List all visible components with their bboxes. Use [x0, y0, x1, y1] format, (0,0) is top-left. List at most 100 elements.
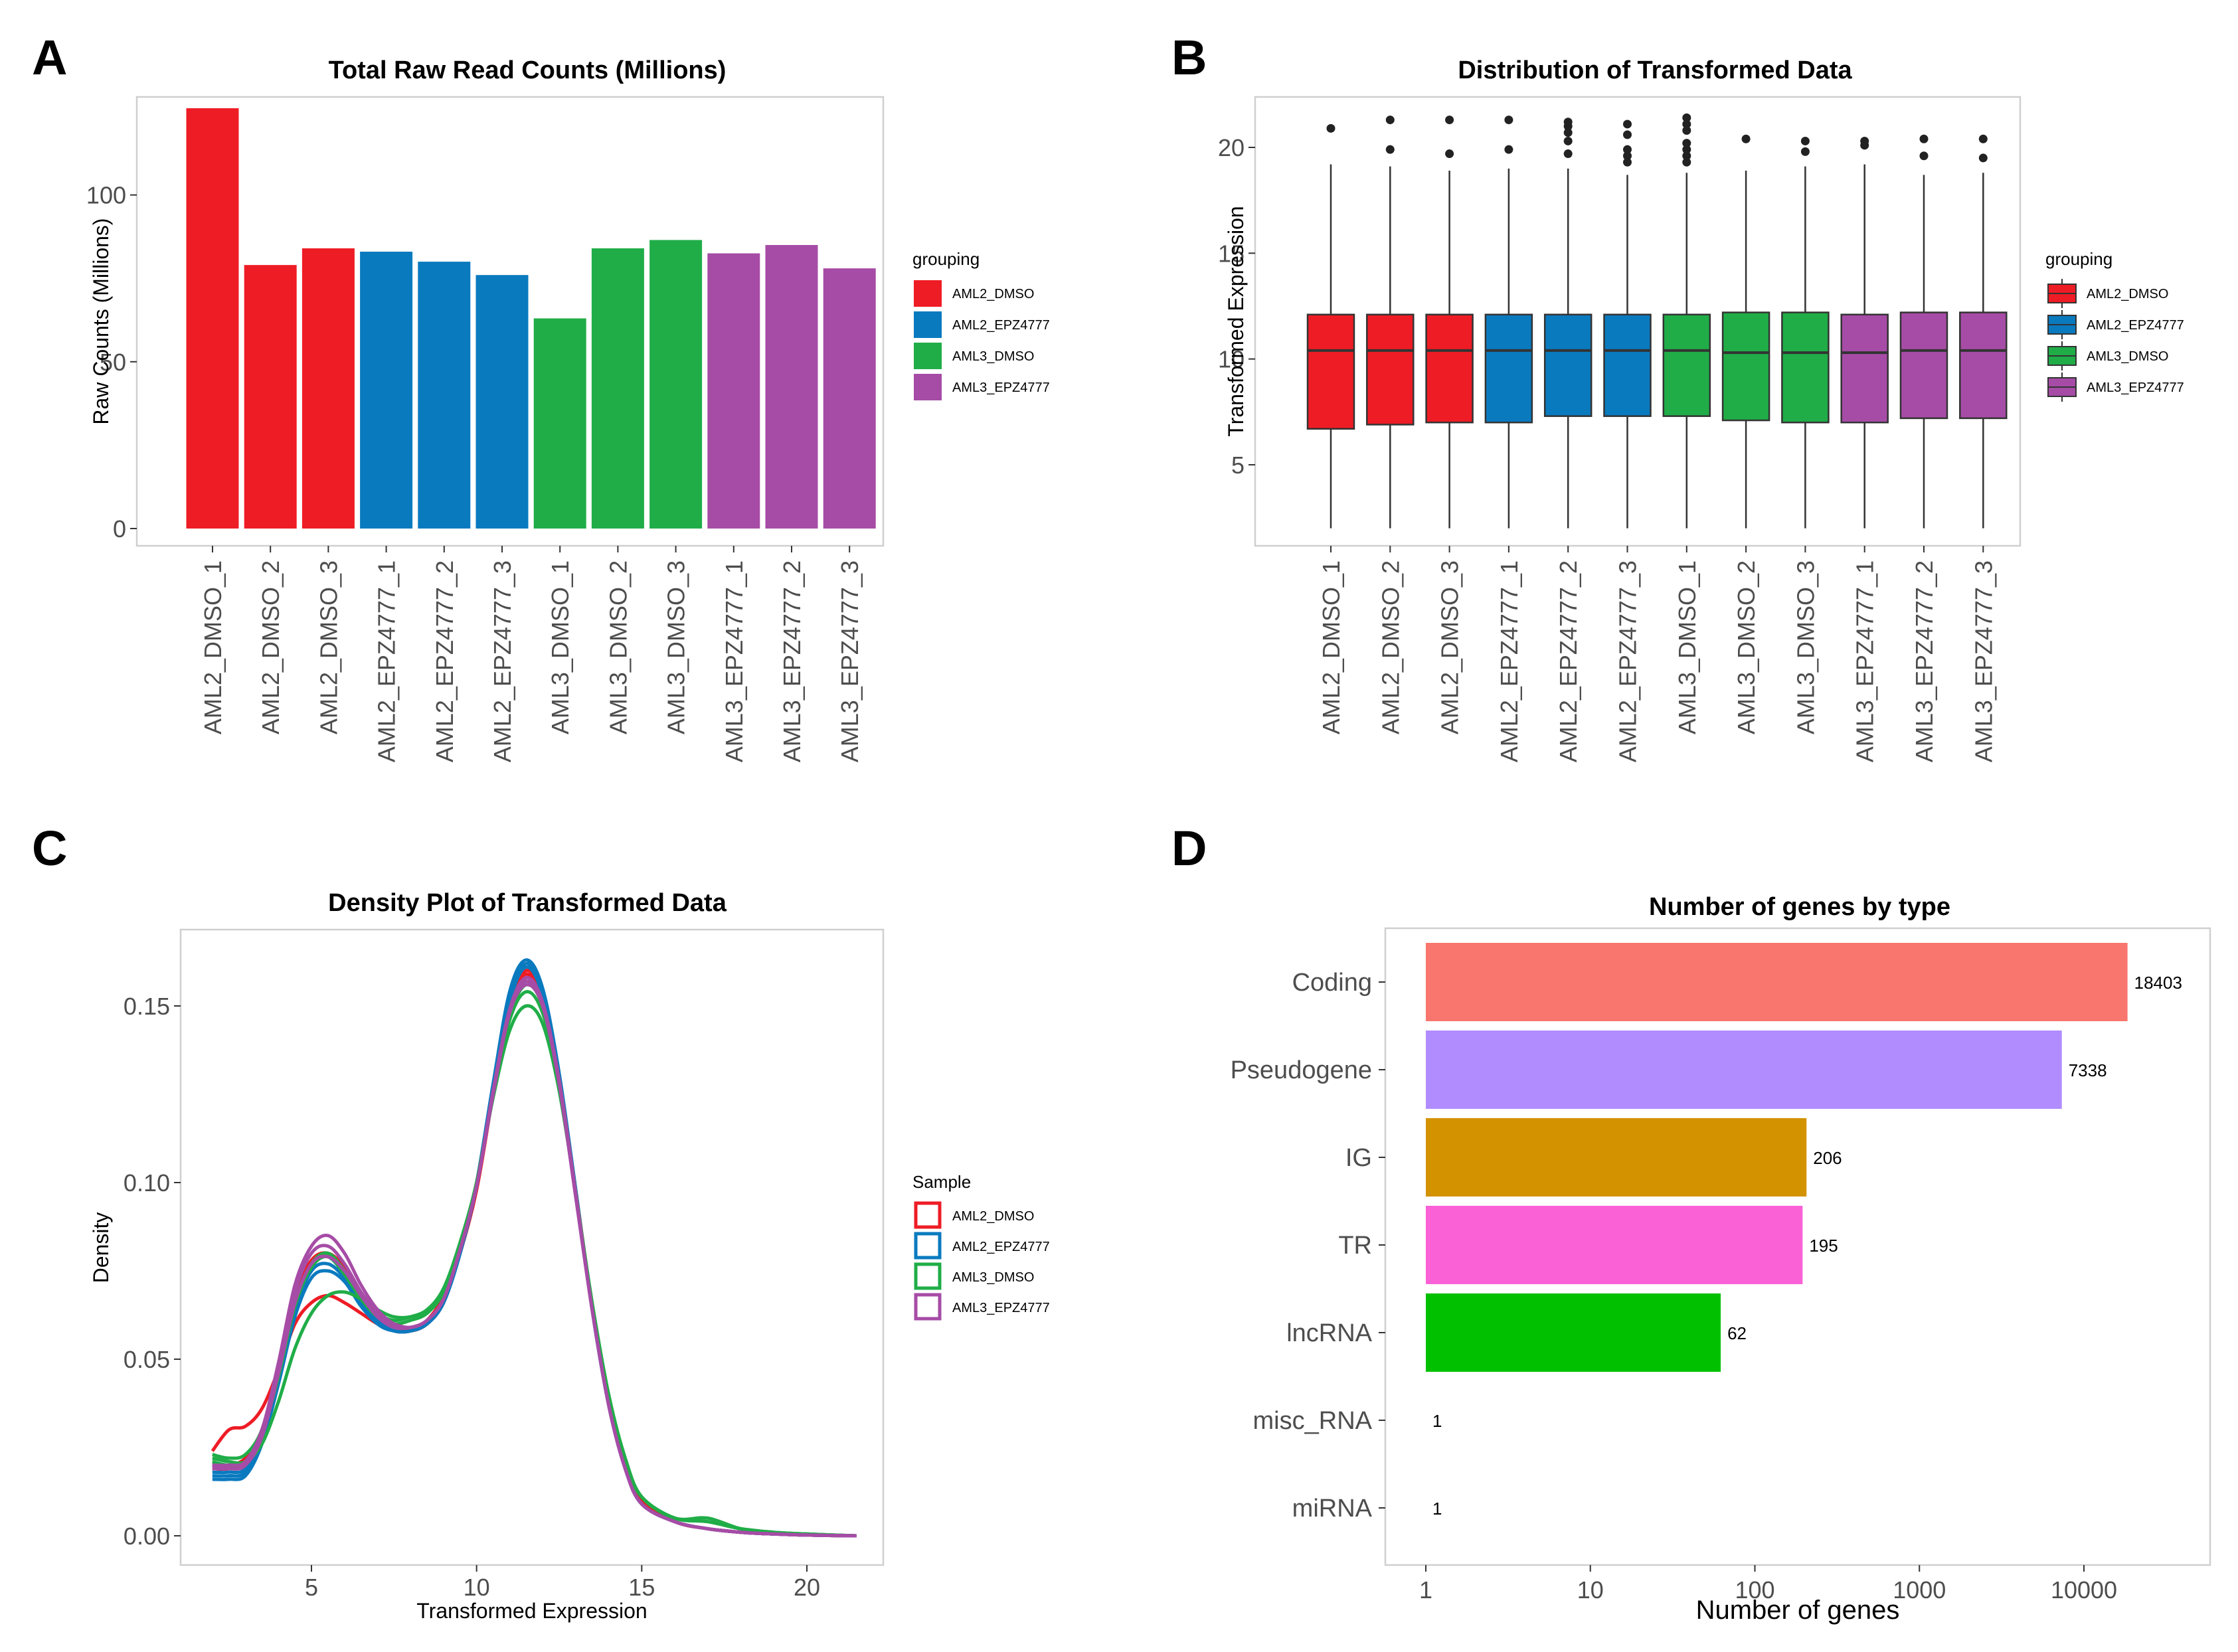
legend-key-c	[914, 1262, 942, 1290]
legend-entry-b: AML3_DMSO	[2087, 349, 2168, 364]
x-tick-label-a: AML2_EPZ4777_2	[431, 560, 458, 762]
outlier-point	[1623, 120, 1632, 129]
category-label-d: TR	[1338, 1232, 1372, 1260]
bar-aml3_epz4777_3	[823, 268, 876, 529]
bars-d: 18403 7338 206 195 62 1 1	[1426, 943, 2182, 1547]
panel-label-b: B	[1171, 30, 1207, 85]
outlier-point	[1919, 151, 1929, 161]
bar-value-label-d: 206	[1813, 1148, 1842, 1168]
legend-entry-a: AML2_DMSO	[952, 287, 1034, 301]
outlier-point	[1504, 145, 1513, 154]
chart-title-a: Total Raw Read Counts (Millions)	[329, 56, 727, 84]
outlier-point	[1682, 151, 1691, 161]
outlier-point	[1563, 118, 1573, 127]
bar-pseudogene	[1426, 1031, 2062, 1109]
bar-aml3_dmso_3	[649, 240, 703, 529]
x-axis-label-c: Transformed Expression	[416, 1599, 647, 1623]
box-aml2_dmso_3	[1425, 313, 1474, 424]
legend-entry-c: AML2_DMSO	[952, 1209, 1034, 1224]
legend-entry-a: AML3_DMSO	[952, 349, 1034, 364]
legend-entry-b: AML2_EPZ4777	[2087, 318, 2184, 333]
legend-entry-a: AML2_EPZ4777	[952, 318, 1050, 333]
y-axis-d: Coding Pseudogene IG TR lncRNA misc_RNA miRNA	[1231, 969, 1385, 1523]
legend-b: grouping AML2_DMSO AML2_EPZ4777 AML3_DMSO A…	[2045, 249, 2184, 402]
outlier-point	[1860, 136, 1869, 145]
outlier-point	[1623, 157, 1632, 167]
outlier-point	[1682, 157, 1691, 167]
x-tick-label-a: AML3_EPZ4777_2	[778, 560, 806, 762]
box-aml2_epz4777_2	[1543, 313, 1592, 417]
y-axis-label-c: Density	[89, 1212, 113, 1283]
bar-value-label-d: 18403	[2134, 973, 2182, 993]
outlier-point	[1326, 124, 1335, 133]
x-tick-label-b: AML2_EPZ4777_2	[1555, 560, 1582, 762]
outlier-point	[1623, 145, 1632, 154]
category-label-d: lncRNA	[1286, 1319, 1372, 1347]
x-tick-label-a: AML3_EPZ4777_3	[836, 560, 863, 762]
outlier-point	[1563, 149, 1573, 159]
outlier-point	[1682, 126, 1691, 135]
outlier-point	[1919, 134, 1929, 143]
box-aml3_dmso_2	[1721, 311, 1770, 422]
bar-value-label-d: 1	[1432, 1499, 1442, 1519]
x-tick-label-c: 5	[305, 1574, 318, 1601]
y-axis-label-a: Raw Counts (Millions)	[89, 218, 113, 424]
legend-entry-b: AML2_DMSO	[2087, 287, 2168, 301]
legend-entry-b: AML3_EPZ4777	[2087, 380, 2184, 395]
category-label-d: Coding	[1292, 969, 1372, 997]
box-aml3_dmso_3	[1781, 311, 1830, 424]
legend-title-b: grouping	[2045, 249, 2112, 269]
y-tick-label-b: 5	[1231, 452, 1245, 479]
category-label-d: IG	[1345, 1144, 1372, 1172]
outlier-point	[1682, 120, 1691, 129]
x-tick-label-b: AML3_DMSO_1	[1674, 560, 1701, 734]
x-tick-label-a: AML3_EPZ4777_1	[721, 560, 748, 762]
legend-key-a	[914, 280, 942, 307]
box-aml3_epz4777_2	[1899, 311, 1948, 420]
outlier-point	[1682, 145, 1691, 154]
bars-a	[186, 108, 876, 529]
x-tick-label-d: 10000	[2051, 1576, 2117, 1604]
x-tick-label-b: AML3_EPZ4777_3	[1970, 560, 1997, 762]
x-axis-b: AML2_DMSO_1 AML2_DMSO_2 AML2_DMSO_3 AML2_EP…	[1318, 546, 1997, 762]
y-tick-label-a: 50	[100, 349, 126, 376]
x-axis-c: 5 10 15 20	[305, 1565, 820, 1601]
outlier-point	[1623, 130, 1632, 139]
legend-key-c	[914, 1201, 942, 1229]
bar-aml3_dmso_1	[533, 318, 586, 529]
y-tick-label-a: 0	[113, 515, 126, 542]
x-axis-d: 1 10 100 1000 10000	[1419, 1565, 2117, 1604]
y-axis-b: 5 10 15 20	[1218, 134, 1255, 479]
x-tick-label-a: AML3_DMSO_1	[547, 560, 574, 734]
bar-aml2_dmso_2	[244, 265, 297, 529]
y-tick-label-c: 0.15	[124, 993, 170, 1020]
chart-title-d: Number of genes by type	[1649, 893, 1950, 921]
outlier-point	[1385, 116, 1395, 125]
panel-c: C Density Plot of Transformed Data 0.000…	[32, 821, 1050, 1623]
x-tick-label-d: 1	[1419, 1576, 1432, 1604]
plot-area-c	[179, 928, 885, 1566]
outlier-point	[1682, 113, 1691, 122]
box-aml2_dmso_1	[1306, 313, 1355, 430]
legend-title-c: Sample	[912, 1172, 971, 1192]
outlier-point	[1504, 116, 1513, 125]
y-axis-c: 0.00 0.05 0.10 0.15	[124, 993, 181, 1550]
x-tick-label-b: AML3_DMSO_3	[1792, 560, 1819, 734]
outlier-point	[1682, 139, 1691, 148]
y-tick-label-c: 0.05	[124, 1346, 170, 1373]
bar-lncrna	[1426, 1293, 1721, 1372]
x-tick-label-b: AML2_EPZ4777_3	[1614, 560, 1642, 762]
box-aml3_dmso_1	[1662, 313, 1711, 417]
y-tick-label-b: 15	[1218, 240, 1245, 267]
x-axis-label-d: Number of genes	[1696, 1596, 1900, 1625]
legend-key-c	[914, 1232, 942, 1260]
bar-tr	[1426, 1206, 1803, 1284]
legend-entry-a: AML3_EPZ4777	[952, 380, 1050, 395]
x-tick-label-b: AML3_EPZ4777_2	[1911, 560, 1938, 762]
box-aml3_epz4777_3	[1959, 311, 2008, 420]
bar-aml2_epz4777_3	[475, 275, 529, 529]
y-axis-label-b: Transformed Expression	[1224, 206, 1248, 436]
x-tick-label-d: 10	[1577, 1576, 1604, 1604]
bar-ig	[1426, 1118, 1807, 1197]
panel-a: A Total Raw Read Counts (Millions) 0 50 10…	[32, 30, 1050, 762]
